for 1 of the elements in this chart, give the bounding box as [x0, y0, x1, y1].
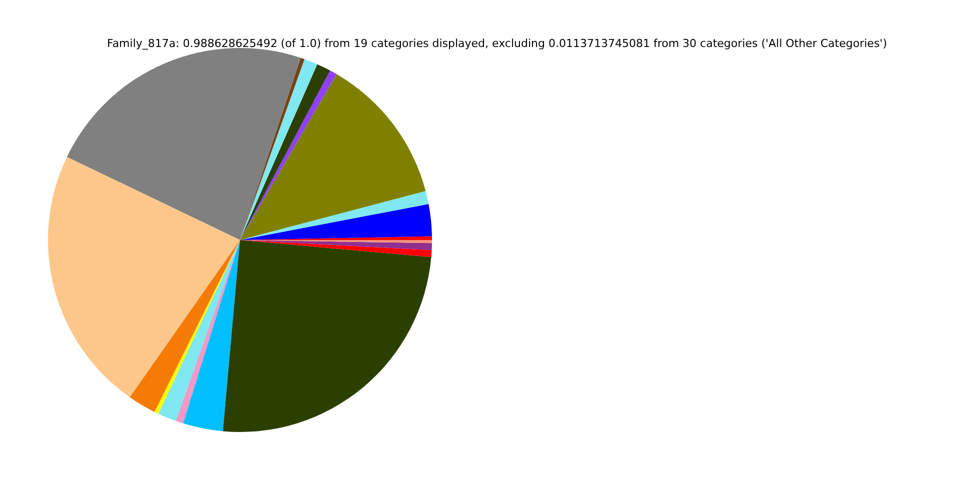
text: Family_817a: 0.988628625492 (of 1.0) from 19 categories displayed, excluding 0.0113713745081 from 30 categories ('All Other Categories'): [107, 37, 887, 50]
